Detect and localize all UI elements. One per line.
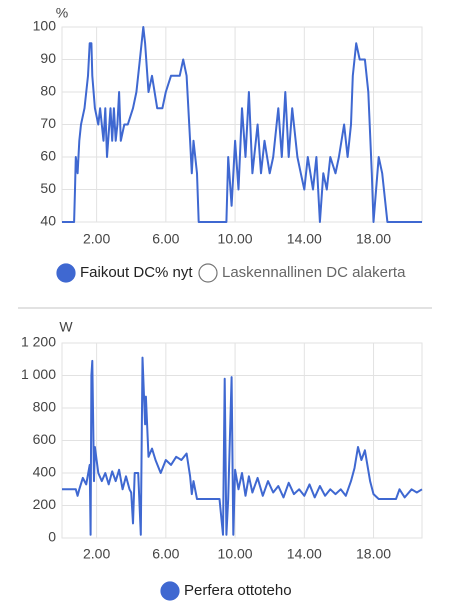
x-tick-label: 10.00	[218, 546, 253, 562]
y-tick-label: 1 000	[21, 366, 56, 382]
legend-marker[interactable]	[160, 581, 180, 601]
x-tick-label: 14.00	[287, 546, 322, 562]
x-tick-label: 2.00	[83, 546, 110, 562]
unit-label: W	[59, 319, 73, 335]
y-tick-label: 600	[33, 431, 57, 447]
data-line	[62, 26, 422, 223]
x-tick-label: 18.00	[356, 231, 391, 247]
data-line	[62, 356, 423, 536]
unit-label: %	[56, 5, 68, 21]
legend-label[interactable]: Perfera ottoteho	[184, 582, 292, 599]
x-tick-label: 10.00	[218, 231, 253, 247]
x-tick-label: 6.00	[152, 231, 179, 247]
plot-frame	[61, 342, 423, 539]
y-tick-label: 80	[40, 83, 56, 99]
y-tick-label: 90	[40, 50, 56, 66]
y-tick-label: 60	[40, 148, 56, 164]
y-tick-label: 50	[40, 180, 56, 196]
legend-marker[interactable]	[56, 263, 76, 283]
legend-label[interactable]: Faikout DC% nyt	[80, 264, 193, 281]
legend-label[interactable]: Laskennallinen DC alakerta	[222, 264, 406, 281]
y-tick-label: 40	[40, 213, 56, 229]
y-tick-label: 800	[33, 399, 57, 415]
x-tick-label: 6.00	[152, 546, 179, 562]
x-tick-label: 2.00	[83, 231, 110, 247]
y-tick-label: 0	[48, 529, 56, 545]
x-tick-label: 14.00	[287, 231, 322, 247]
y-tick-label: 70	[40, 115, 56, 131]
y-tick-label: 200	[33, 496, 57, 512]
y-tick-label: 400	[33, 464, 57, 480]
y-tick-label: 1 200	[21, 334, 56, 350]
x-tick-label: 18.00	[356, 546, 391, 562]
legend-marker[interactable]	[198, 263, 218, 283]
plot-frame	[61, 26, 423, 223]
y-tick-label: 100	[33, 18, 57, 34]
